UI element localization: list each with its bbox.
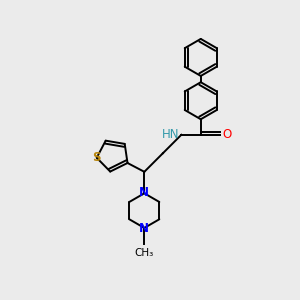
Text: O: O [222,128,232,141]
Text: HN: HN [162,128,180,141]
Text: N: N [139,222,149,235]
Text: N: N [139,186,149,199]
Text: S: S [92,151,101,164]
Text: CH₃: CH₃ [135,248,154,258]
